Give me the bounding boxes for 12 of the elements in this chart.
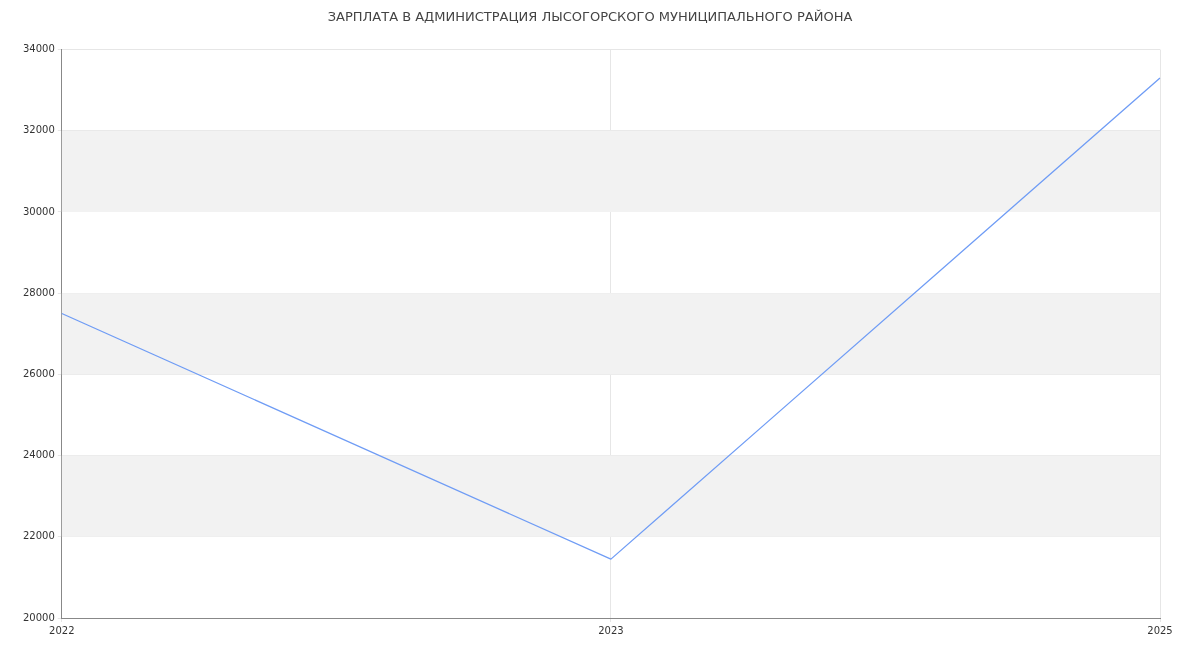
y-tick-label: 26000 [23,367,55,379]
y-tick-label: 22000 [23,530,55,542]
y-tick-label: 28000 [23,286,55,298]
chart-title: ЗАРПЛАТА В АДМИНИСТРАЦИЯ ЛЫСОГОРСКОГО МУНИЦИПАЛЬНОГО РАЙОНА [327,9,853,25]
y-tick-label: 34000 [23,43,55,55]
y-tick-label: 24000 [23,449,55,461]
y-tick-label: 32000 [23,124,55,136]
x-tick-label: 2023 [598,624,624,636]
y-tick-label: 20000 [23,611,55,623]
x-tick-label: 2022 [49,624,75,636]
x-tick-label: 2025 [1147,624,1173,636]
y-tick-label: 30000 [23,205,55,217]
